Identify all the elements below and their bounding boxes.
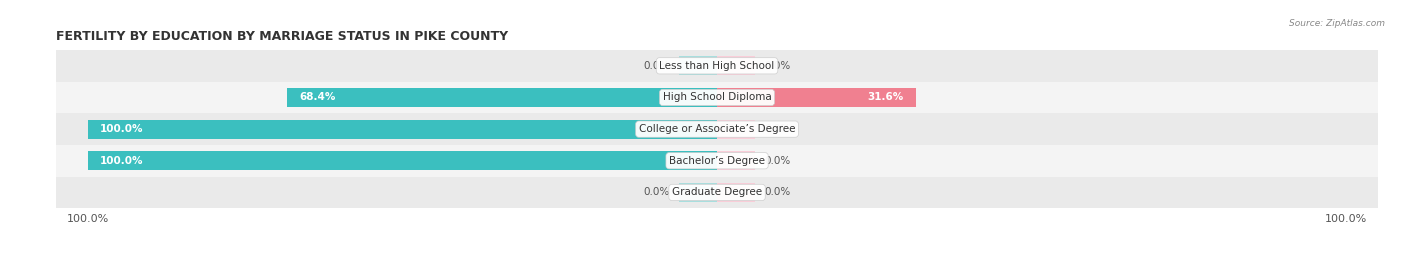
Bar bbox=[717, 56, 755, 75]
Text: High School Diploma: High School Diploma bbox=[662, 93, 772, 102]
Bar bbox=[679, 56, 717, 75]
Text: 100.0%: 100.0% bbox=[100, 124, 143, 134]
Bar bbox=[717, 151, 755, 170]
Bar bbox=[287, 88, 717, 107]
Text: 0.0%: 0.0% bbox=[765, 61, 790, 71]
Text: FERTILITY BY EDUCATION BY MARRIAGE STATUS IN PIKE COUNTY: FERTILITY BY EDUCATION BY MARRIAGE STATU… bbox=[56, 30, 509, 43]
Bar bbox=[87, 120, 717, 139]
Text: Source: ZipAtlas.com: Source: ZipAtlas.com bbox=[1289, 19, 1385, 28]
Bar bbox=[56, 82, 1378, 113]
Text: Graduate Degree: Graduate Degree bbox=[672, 187, 762, 197]
Text: 31.6%: 31.6% bbox=[868, 93, 903, 102]
Text: Bachelor’s Degree: Bachelor’s Degree bbox=[669, 156, 765, 166]
Bar bbox=[56, 50, 1378, 82]
Bar bbox=[56, 145, 1378, 176]
Text: 0.0%: 0.0% bbox=[644, 187, 669, 197]
Bar bbox=[717, 88, 915, 107]
Bar bbox=[717, 120, 755, 139]
Text: College or Associate’s Degree: College or Associate’s Degree bbox=[638, 124, 796, 134]
Bar bbox=[56, 113, 1378, 145]
Text: Less than High School: Less than High School bbox=[659, 61, 775, 71]
Text: 100.0%: 100.0% bbox=[100, 156, 143, 166]
Bar bbox=[56, 176, 1378, 208]
Bar bbox=[717, 183, 755, 202]
Text: 0.0%: 0.0% bbox=[765, 156, 790, 166]
Text: 0.0%: 0.0% bbox=[765, 124, 790, 134]
Bar bbox=[87, 151, 717, 170]
Bar bbox=[679, 183, 717, 202]
Text: 0.0%: 0.0% bbox=[765, 187, 790, 197]
Text: 0.0%: 0.0% bbox=[644, 61, 669, 71]
Text: 68.4%: 68.4% bbox=[299, 93, 336, 102]
